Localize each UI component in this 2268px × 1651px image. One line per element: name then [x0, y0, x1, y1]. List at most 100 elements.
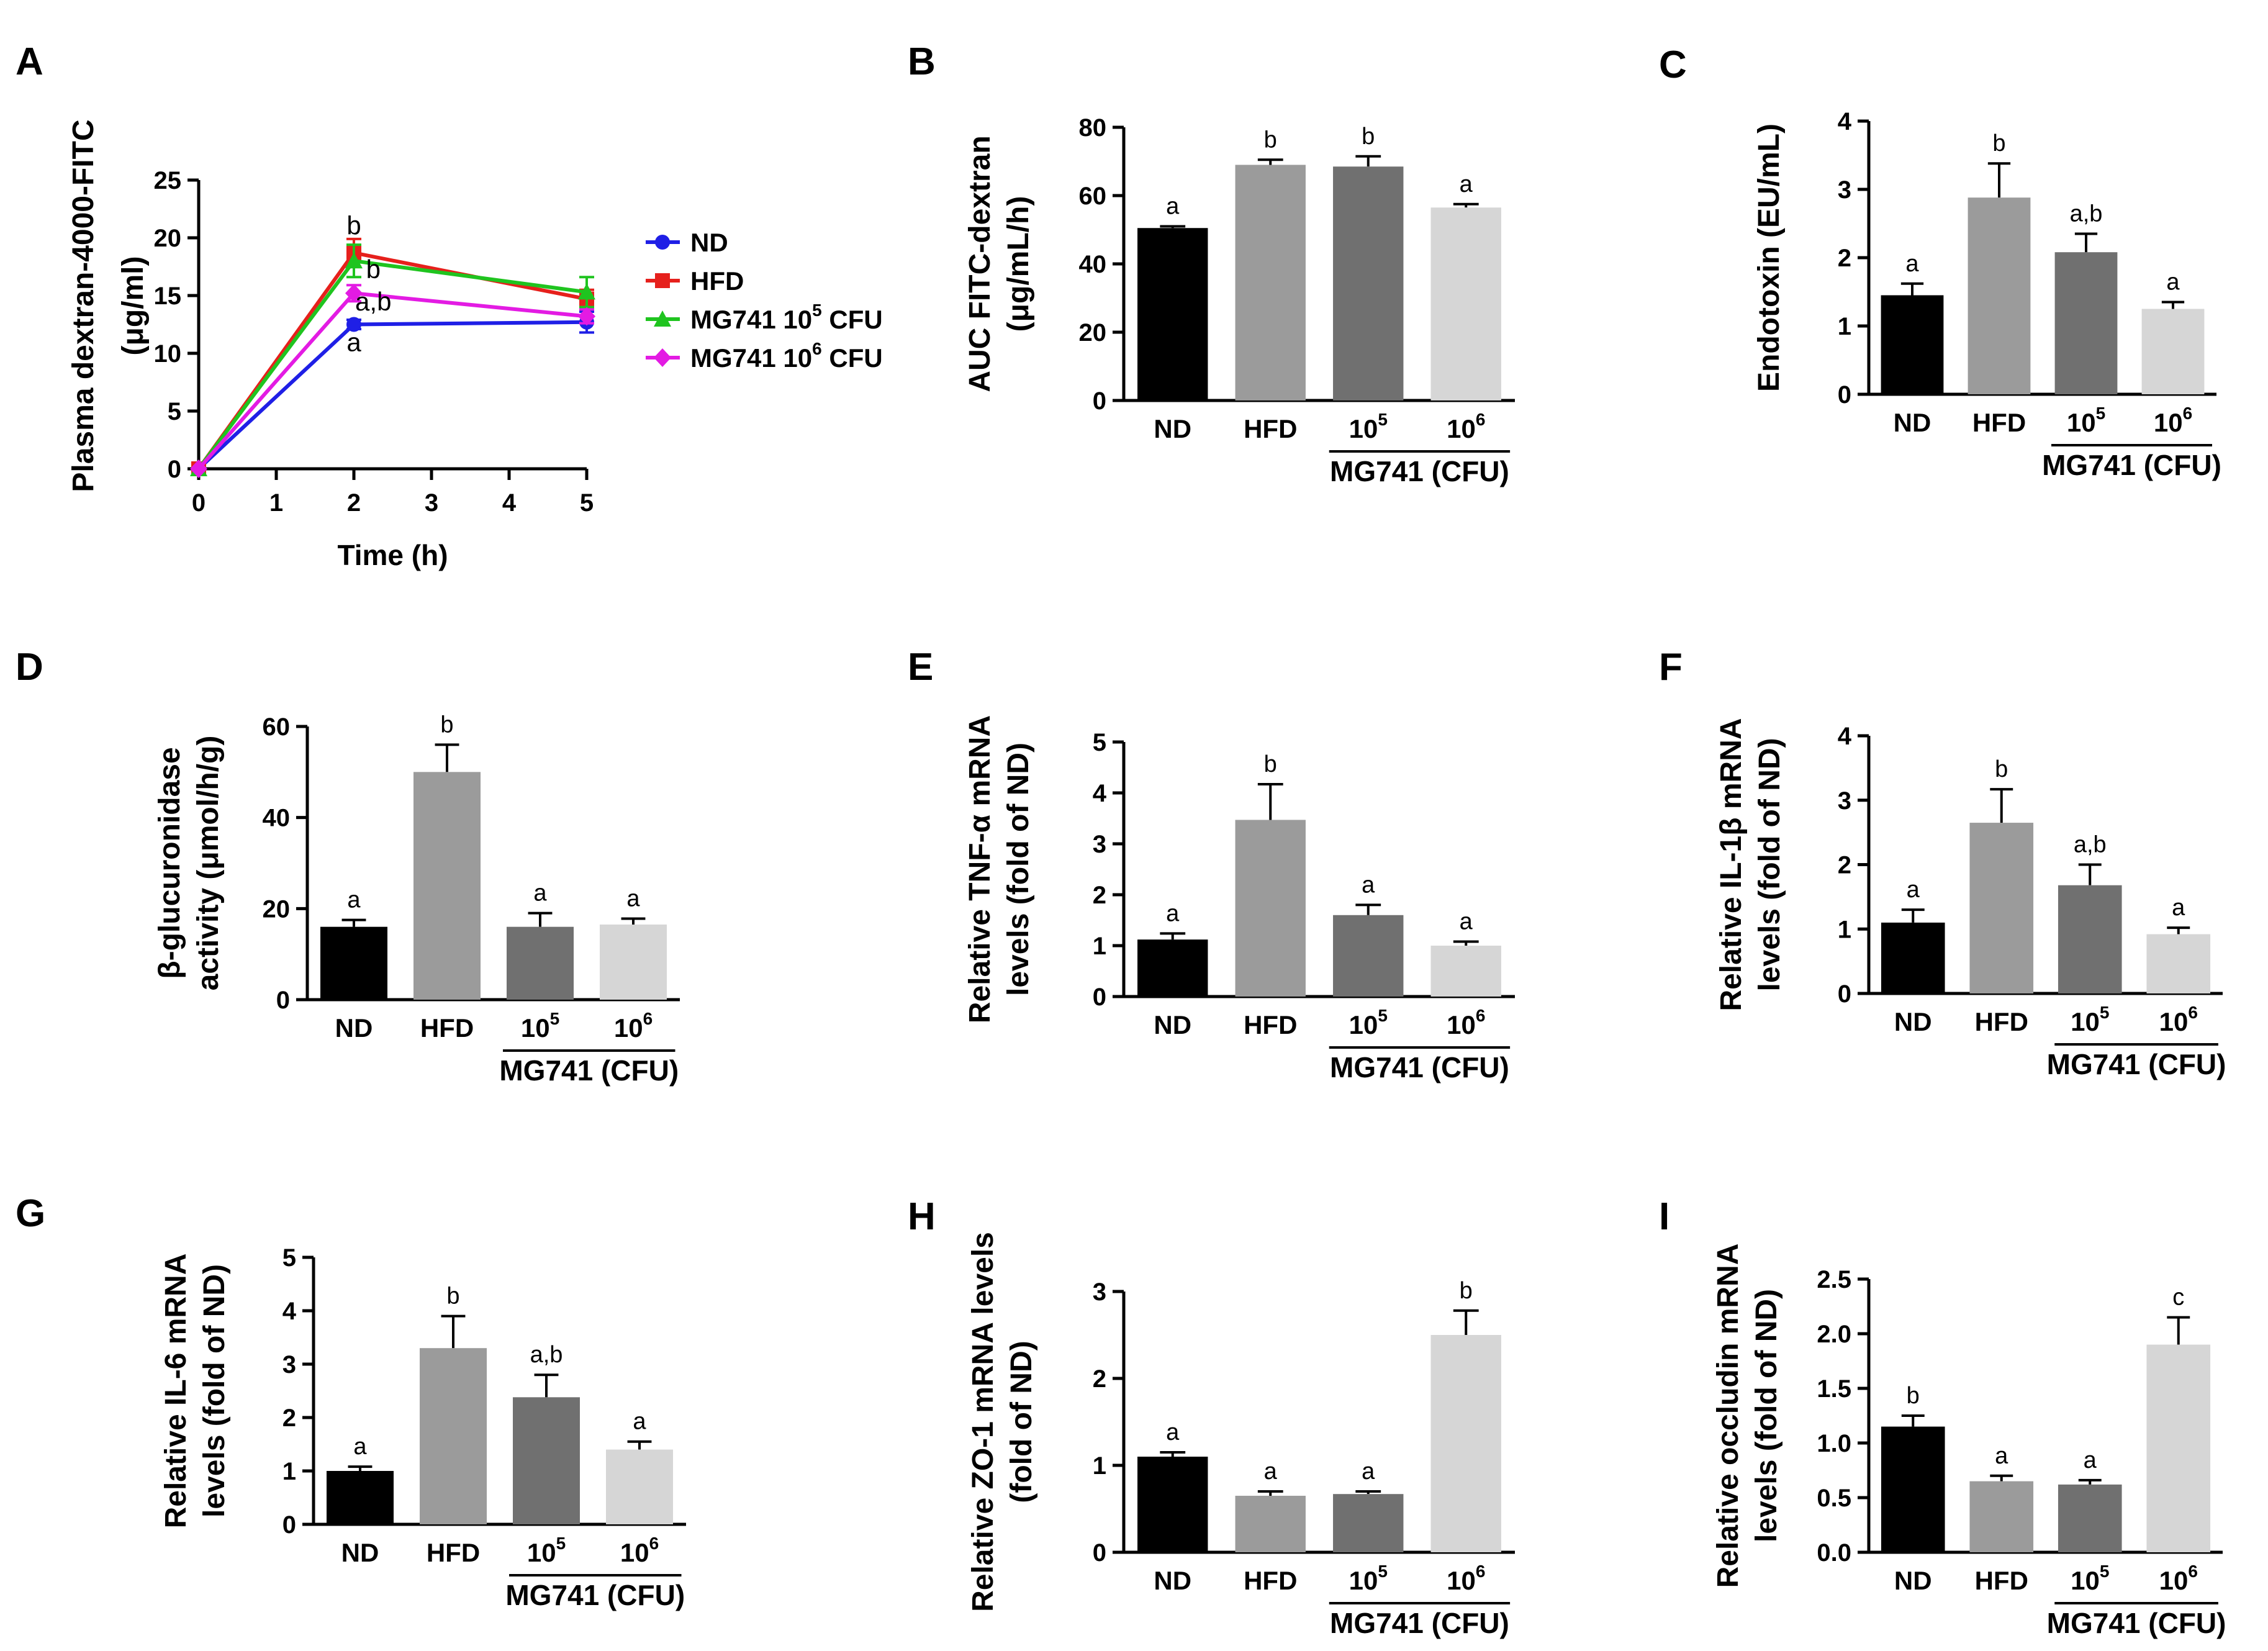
y-axis-label: levels (fold of ND): [1750, 1289, 1783, 1542]
category-text: 10: [1447, 414, 1476, 443]
y-axis-label: Relative IL-1β mRNA: [1715, 718, 1748, 1011]
category-text: 10: [2071, 1007, 2100, 1036]
category-text: ND: [1154, 1010, 1191, 1039]
significance-letter: b: [440, 712, 453, 738]
category-label: 105: [1349, 1006, 1388, 1039]
significance-letter: a: [1166, 1419, 1180, 1445]
legend-text: MG741 10: [690, 305, 812, 334]
category-superscript: 5: [1378, 1006, 1388, 1025]
panel-label: H: [908, 1195, 936, 1238]
bar: [1137, 1457, 1208, 1552]
bar: [1969, 1481, 2034, 1552]
legend-item: MG741 106 CFU: [646, 339, 883, 373]
category-label: ND: [335, 1013, 373, 1043]
significance-letter: b: [1264, 751, 1277, 777]
y-tick-label: 4: [1838, 723, 1852, 750]
category-label: HFD: [1244, 1010, 1297, 1039]
category-label: 105: [521, 1009, 559, 1043]
y-tick-label: 4: [282, 1298, 297, 1325]
category-superscript: 5: [2100, 1003, 2110, 1022]
category-text: 10: [1349, 414, 1378, 443]
y-tick-label: 4: [1838, 108, 1852, 135]
y-axis-label: (μg/mL/h): [1002, 196, 1035, 332]
panel-label: G: [16, 1192, 45, 1235]
bar: [606, 1449, 673, 1524]
legend-text: ND: [690, 228, 728, 257]
x-tick-label: 3: [425, 489, 438, 517]
y-tick-label: 0: [276, 987, 290, 1014]
y-tick-label: 2: [282, 1404, 296, 1432]
legend-label: MG741 106 CFU: [690, 339, 883, 373]
panel-i: I0.00.51.01.52.02.5bNDaHFDa105c106MG741 …: [1659, 1195, 2226, 1639]
bar: [2054, 252, 2118, 394]
category-text: ND: [1894, 408, 1931, 437]
y-tick-label: 15: [154, 283, 182, 310]
y-axis-label: Endotoxin (EU/mL): [1753, 124, 1786, 392]
category-text: HFD: [1975, 1566, 2028, 1595]
category-label: ND: [1894, 1007, 1932, 1036]
y-tick-label: 1: [282, 1458, 296, 1485]
significance-letter: a: [347, 887, 361, 913]
category-label: HFD: [1972, 408, 2026, 437]
marker-diamond: [654, 348, 671, 367]
category-superscript: 6: [649, 1534, 659, 1553]
y-axis-label: levels (fold of ND): [198, 1264, 231, 1518]
y-tick-label: 0: [1093, 387, 1106, 415]
y-tick-label: 3: [1838, 787, 1851, 815]
y-tick-label: 80: [1079, 114, 1107, 142]
category-text: HFD: [1972, 408, 2026, 437]
category-superscript: 5: [556, 1534, 566, 1553]
category-label: 105: [2071, 1562, 2109, 1595]
bar: [1235, 1496, 1306, 1552]
marker-triangle: [345, 252, 363, 269]
category-label: 106: [2154, 404, 2192, 437]
panel-a: A 0 5 10 15 20 25 0 1 2 3 4 5 Time (h) Plasma dextran-…: [16, 40, 883, 571]
panel-label: D: [16, 646, 43, 689]
category-label: ND: [1894, 1566, 1932, 1595]
y-tick-label: 1: [1093, 1452, 1106, 1480]
category-superscript: 6: [2188, 1562, 2198, 1581]
x-tick-label: 5: [580, 489, 594, 517]
y-tick-label: 10: [154, 340, 182, 368]
category-text: 10: [2159, 1007, 2189, 1036]
bar: [2058, 885, 2122, 993]
x-tick-label: 0: [192, 489, 206, 517]
category-label: HFD: [420, 1013, 474, 1043]
category-text: ND: [1894, 1007, 1932, 1036]
y-tick-label: 0: [168, 456, 181, 483]
marker-square: [655, 273, 670, 288]
category-label: HFD: [1244, 1566, 1297, 1595]
group-label: MG741 (CFU): [2042, 449, 2221, 481]
bar: [1430, 946, 1501, 997]
category-superscript: 6: [1476, 410, 1486, 429]
bar: [600, 925, 667, 1000]
category-superscript: 5: [2100, 1562, 2110, 1581]
y-tick-label: 40: [263, 805, 291, 832]
y-tick-label: 20: [1079, 319, 1107, 346]
legend-item: HFD: [646, 266, 744, 296]
y-tick-label: 0: [282, 1511, 296, 1539]
y-axis-label: levels (fold of ND): [1002, 743, 1035, 996]
category-label: 106: [1447, 1006, 1485, 1039]
y-tick-label: 5: [168, 398, 181, 425]
y-tick-label: 2.5: [1817, 1266, 1851, 1293]
significance-letter: a,b: [2070, 201, 2103, 227]
bar: [420, 1348, 487, 1524]
y-tick-label: 3: [1093, 831, 1106, 858]
significance-letter: b: [446, 1283, 459, 1309]
y-axis-label: Relative TNF-α mRNA: [964, 715, 996, 1023]
y-tick-label: 0: [1838, 980, 1851, 1008]
legend-text: MG741 10: [690, 343, 812, 373]
category-label: HFD: [1244, 414, 1297, 443]
category-text: 10: [2071, 1566, 2100, 1595]
category-label: HFD: [1975, 1566, 2028, 1595]
bar: [1137, 939, 1208, 997]
panel-label: A: [16, 40, 43, 83]
legend-text: HFD: [690, 266, 744, 296]
bar: [1968, 197, 2031, 394]
category-label: 106: [2159, 1003, 2198, 1036]
